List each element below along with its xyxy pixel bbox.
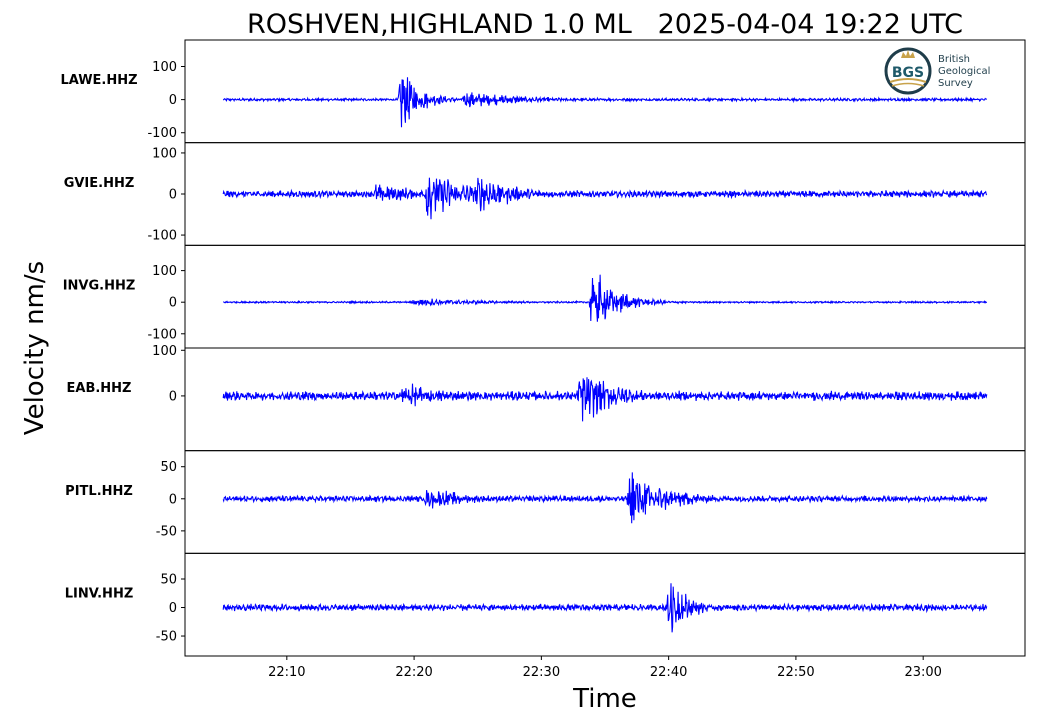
station-label: LINV.HHZ — [65, 586, 134, 601]
y-tick-label: 0 — [169, 296, 177, 311]
bgs-logo: BGS British Geological Survey — [884, 47, 990, 95]
y-tick-label: 100 — [152, 146, 177, 161]
logo-line-1: British — [938, 54, 970, 65]
waveform-pitl-hhz — [222, 472, 988, 524]
waveform-invg-hhz — [222, 274, 988, 322]
panel-linv-hhz: LINV.HHZ 50 0 -50 — [65, 552, 1026, 657]
panel-gvie-hhz: GVIE.HHZ 100 0 -100 — [64, 142, 1026, 246]
y-tick-label: 0 — [169, 601, 177, 616]
waveform-eab-hhz — [222, 377, 988, 422]
x-tick-label: 23:00 — [904, 665, 941, 680]
y-tick-label: 100 — [152, 60, 177, 75]
panel-pitl-hhz: PITL.HHZ 50 0 -50 — [65, 450, 1026, 554]
logo-abbrev: BGS — [892, 65, 924, 81]
station-label: PITL.HHZ — [65, 484, 133, 499]
x-axis-ticks: 22:10 22:20 22:30 22:40 22:50 23:00 — [268, 656, 942, 680]
y-tick-label: -100 — [147, 327, 177, 342]
logo-line-3: Survey — [938, 78, 973, 89]
station-label: LAWE.HHZ — [60, 73, 137, 88]
y-tick-label: 0 — [169, 389, 177, 404]
chart-title: ROSHVEN,HIGHLAND 1.0 ML 2025-04-04 19:22… — [247, 9, 963, 40]
y-tick-label: -50 — [156, 524, 177, 539]
logo-line-2: Geological — [938, 66, 990, 77]
x-axis-label: Time — [572, 684, 637, 714]
station-label: GVIE.HHZ — [64, 176, 135, 191]
panel-eab-hhz: EAB.HHZ 100 0 — [67, 344, 1026, 452]
logo-crown-icon — [901, 50, 915, 58]
panel-frame — [184, 552, 1026, 657]
waveform-linv-hhz — [222, 583, 988, 633]
logo-strata-icon-2 — [891, 82, 925, 87]
x-tick-label: 22:20 — [395, 665, 432, 680]
panel-lawe-hhz: LAWE.HHZ 100 0 -100 — [60, 39, 1026, 144]
y-tick-label: -100 — [147, 126, 177, 141]
x-tick-label: 22:50 — [777, 665, 814, 680]
panels-group: LAWE.HHZ1000-100GVIE.HHZ1000-100INVG.HHZ… — [60, 39, 1026, 657]
y-tick-label: 50 — [160, 460, 177, 475]
y-tick-label: -50 — [156, 630, 177, 645]
y-tick-label: 100 — [152, 264, 177, 279]
x-tick-label: 22:10 — [268, 665, 305, 680]
waveform-lawe-hhz — [222, 77, 988, 128]
y-tick-label: 0 — [169, 492, 177, 507]
x-tick-label: 22:40 — [650, 665, 687, 680]
station-label: INVG.HHZ — [63, 278, 136, 293]
x-tick-label: 22:30 — [523, 665, 560, 680]
y-tick-label: -100 — [147, 229, 177, 244]
waveform-gvie-hhz — [222, 177, 988, 220]
y-tick-label: 50 — [160, 573, 177, 588]
station-label: EAB.HHZ — [67, 381, 132, 396]
logo-strata-icon — [889, 78, 927, 83]
panel-invg-hhz: INVG.HHZ 100 0 -100 — [63, 244, 1026, 349]
logo-ring-icon — [884, 47, 932, 95]
panel-frame — [184, 450, 1026, 554]
y-tick-label: 0 — [169, 93, 177, 108]
y-tick-label: 0 — [169, 188, 177, 203]
y-tick-label: 100 — [152, 344, 177, 359]
y-axis-label: Velocity nm/s — [20, 261, 50, 435]
